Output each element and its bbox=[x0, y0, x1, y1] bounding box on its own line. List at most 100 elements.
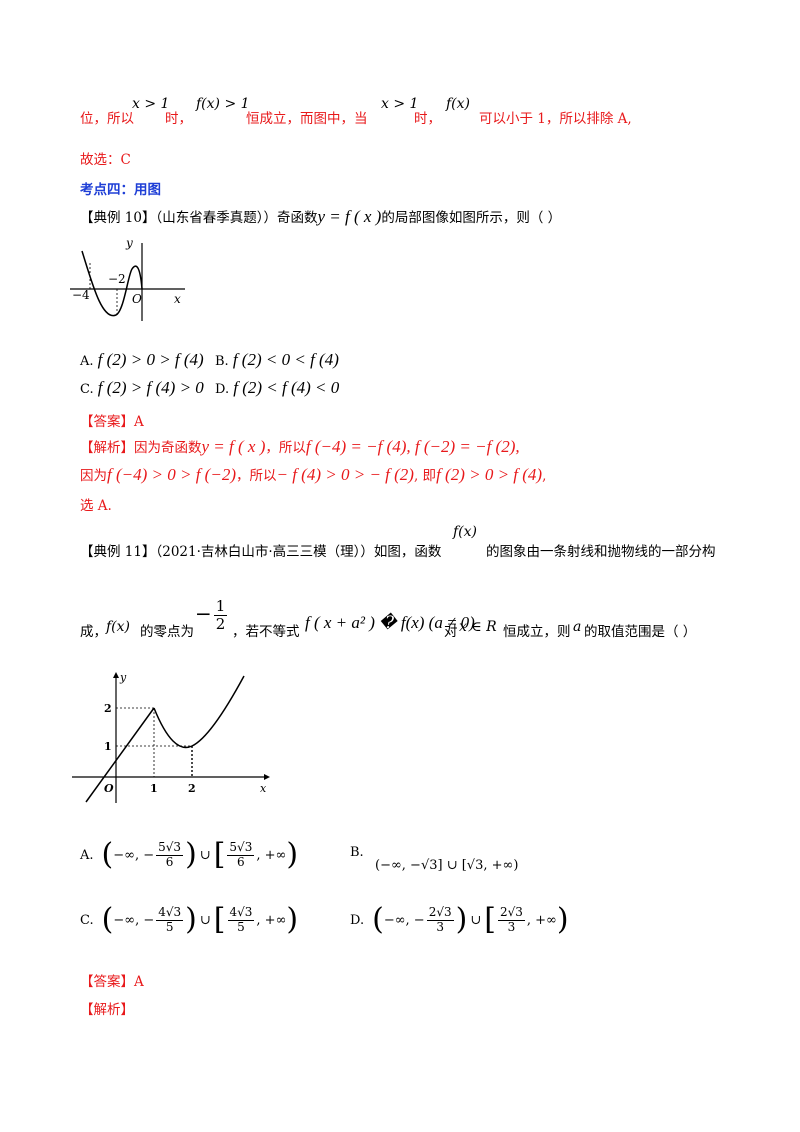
ex10-option-c-math: f (2) > f (4) > 0 bbox=[97, 378, 204, 397]
ex10-analysis1-c: ，所以 bbox=[265, 440, 306, 456]
ex11-option-d-lbracket: [ bbox=[484, 902, 496, 937]
ex11-option-d[interactable]: D. ( −∞, − 2√3 3 ) ∪ [ 2√3 3 , +∞ ) bbox=[350, 905, 569, 935]
top-text-5: 可以小于 1，所以排除 A, bbox=[479, 111, 632, 127]
ex10-analysis-3: 选 A. bbox=[80, 498, 112, 514]
top-math-x-gt-1-b: x > 1 bbox=[381, 96, 419, 112]
ex10-option-c-label: C. bbox=[80, 382, 94, 397]
ex11-option-a-r: , +∞ bbox=[256, 847, 287, 863]
ex11-option-a-content: A. ( −∞, − 5√3 6 ) ∪ [ 5√3 6 , +∞ ) bbox=[80, 840, 298, 870]
ex10-option-b-math: f (2) < 0 < f (4) bbox=[232, 350, 339, 369]
ex11-option-a-d2: 6 bbox=[237, 854, 245, 869]
ex11-option-c-lparen: ( bbox=[101, 902, 114, 937]
ex10-text1: 奇函数 bbox=[276, 210, 318, 226]
ex11-option-d-d1: 3 bbox=[436, 919, 444, 934]
ex11-analysis-tag: 【解析】 bbox=[80, 1002, 134, 1018]
ex11-option-c-mid: ∪ bbox=[199, 912, 211, 928]
ex11-option-c-label: C. bbox=[80, 912, 94, 928]
ex11-option-a-l1: −∞, − bbox=[113, 847, 155, 863]
ex10-graph: −4 −2 O y x bbox=[70, 236, 185, 321]
ex10-analysis2-a: 因为 bbox=[80, 468, 107, 484]
ex11-option-c-r: , +∞ bbox=[256, 912, 287, 928]
ex10-analysis2-f: f (2) > 0 > f (4) bbox=[436, 465, 543, 484]
ex10-option-d[interactable]: D. f (2) < f (4) < 0 bbox=[215, 378, 339, 398]
ex11-ineq: f ( x + a² ) � f(x) (a ≠ 0) bbox=[305, 613, 475, 632]
choice-line: 故选：C bbox=[80, 152, 131, 168]
ex11-line2-d: 对 bbox=[444, 624, 458, 640]
ex10-option-d-math: f (2) < f (4) < 0 bbox=[233, 378, 340, 397]
ex10-option-a[interactable]: A. f (2) > 0 > f (4) bbox=[80, 350, 204, 370]
ex11-option-d-rparen2: ) bbox=[556, 902, 569, 937]
ex10-option-c[interactable]: C. f (2) > f (4) > 0 bbox=[80, 378, 204, 398]
ex11-option-d-d2: 3 bbox=[507, 919, 516, 934]
ex11-option-a-n1: 5√3 bbox=[156, 840, 184, 856]
ex11-parabola bbox=[153, 675, 245, 749]
ex11-option-d-frac1: 2√3 3 bbox=[426, 905, 454, 934]
ex11-x-arrow bbox=[264, 774, 270, 780]
top-math-x-gt-1: x > 1 bbox=[132, 96, 170, 112]
ex11-ray bbox=[85, 707, 155, 803]
ex11-option-d-content: D. ( −∞, − 2√3 3 ) ∪ [ 2√3 3 , +∞ ) bbox=[350, 905, 569, 935]
ex11-option-a-mid: ∪ bbox=[199, 847, 211, 863]
ex10-label-x: x bbox=[174, 292, 181, 306]
ex11-label-y: y bbox=[119, 671, 127, 684]
ex11-line2-fx: f(x) bbox=[106, 619, 131, 635]
ex10-analysis1-a: 因为奇函数 bbox=[134, 440, 202, 456]
ex11-option-b-label[interactable]: B. bbox=[350, 845, 364, 860]
ex11-option-c-frac1: 4√3 5 bbox=[156, 905, 184, 933]
ex10-math: y = f ( x ) bbox=[317, 207, 382, 226]
ex10-option-b[interactable]: B. f (2) < 0 < f (4) bbox=[215, 350, 339, 370]
top-math-fx: f(x) bbox=[446, 96, 471, 112]
ex10-source: （山东省春季真题）） bbox=[155, 210, 277, 226]
ex11-option-a-frac2: 5√3 6 bbox=[227, 841, 255, 869]
ex10-option-a-math: f (2) > 0 > f (4) bbox=[97, 350, 204, 369]
ex10-label-y: y bbox=[125, 236, 133, 250]
ex10-analysis1-d: f (−4) = −f (4), f (−2) = −f (2), bbox=[305, 437, 520, 456]
ex11-zero: −1 2 bbox=[195, 598, 229, 632]
ex10-analysis2-e: , 即 bbox=[413, 468, 437, 484]
ex11-label-v2: 2 bbox=[104, 702, 112, 715]
ex10-label-o: O bbox=[132, 292, 142, 306]
ex11-option-b[interactable]: (−∞, −√3] ∪ [√3, +∞) bbox=[375, 858, 519, 873]
top-text-4: 时， bbox=[414, 111, 441, 127]
ex11-option-c-n2: 4√3 bbox=[227, 905, 255, 921]
ex11-option-a-rparen2: ) bbox=[286, 837, 299, 872]
ex10-question: 【典例 10】（山东省春季真题））奇函数y = f ( x )的局部图像如图所示… bbox=[80, 206, 561, 227]
ex11-zero-den: 2 bbox=[215, 614, 226, 633]
ex11-fx: f(x) bbox=[453, 524, 478, 540]
ex11-label-t1: 1 bbox=[150, 782, 158, 795]
ex11-line2-e: 恒成立，则 bbox=[503, 624, 571, 640]
top-text-3: 恒成立，而图中，当 bbox=[246, 111, 368, 127]
ex11-option-c-lbracket: [ bbox=[213, 902, 226, 937]
ex11-option-c-n1: 4√3 bbox=[156, 905, 184, 921]
ex11-option-a-frac1: 5√3 6 bbox=[156, 840, 184, 869]
ex10-text2: 的局部图像如图所示，则（ ） bbox=[381, 210, 562, 226]
ex11-option-a-d1: 6 bbox=[165, 854, 174, 869]
section-title: 考点四：用图 bbox=[80, 182, 161, 198]
ex11-option-d-label: D. bbox=[350, 912, 365, 928]
ex11-option-a[interactable]: A. ( −∞, − 5√3 6 ) ∪ [ 5√3 6 , +∞ ) bbox=[80, 840, 298, 870]
ex11-line2-c: ，若不等式 bbox=[232, 624, 300, 640]
ex11-option-c[interactable]: C. ( −∞, − 4√3 5 ) ∪ [ 4√3 5 , +∞ ) bbox=[80, 905, 298, 935]
ex10-analysis2-g: , bbox=[542, 468, 547, 484]
ex11-line2-b: 的零点为 bbox=[140, 624, 194, 640]
ex10-analysis-tag: 【解析】 bbox=[80, 440, 134, 456]
ex11-label-v1: 1 bbox=[104, 740, 112, 753]
ex11-label-t2: 2 bbox=[188, 782, 196, 795]
ex11-text1: 的图象由一条射线和抛物线的一部分构 bbox=[486, 544, 716, 560]
ex11-option-c-frac2: 4√3 5 bbox=[227, 905, 255, 933]
ex10-option-a-label: A. bbox=[80, 354, 94, 369]
ex10-tag: 【典例 10】 bbox=[80, 210, 156, 226]
ex11-line2-a: 成， bbox=[80, 624, 107, 640]
ex11-option-d-rparen1: ) bbox=[455, 902, 468, 937]
ex10-analysis-2: 因为f (−4) > 0 > f (−2)，所以− f (4) > 0 > − … bbox=[80, 464, 546, 485]
top-text-2: 时， bbox=[165, 111, 192, 127]
top-math-fx-gt-1: f(x) > 1 bbox=[196, 96, 250, 112]
ex10-label-m2: −2 bbox=[108, 272, 126, 286]
ex10-analysis2-b: f (−4) > 0 > f (−2) bbox=[107, 465, 236, 484]
top-text-1: 位，所以 bbox=[80, 111, 134, 127]
ex11-answer: 【答案】A bbox=[80, 974, 144, 990]
ex11-option-c-rparen2: ) bbox=[286, 902, 299, 937]
ex10-answer: 【答案】A bbox=[80, 414, 144, 430]
ex11-option-c-rparen1: ) bbox=[185, 902, 197, 937]
ex11-option-d-n1: 2√3 bbox=[426, 905, 454, 921]
